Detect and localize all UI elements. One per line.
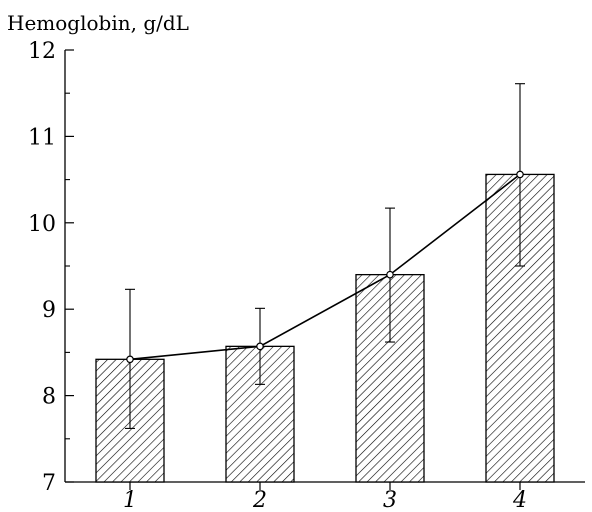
x-tick-label: 3 <box>383 488 397 512</box>
y-tick-label: 10 <box>28 212 56 237</box>
bars <box>95 173 555 483</box>
y-tick-label: 11 <box>28 125 56 150</box>
y-tick-label: 7 <box>42 471 56 496</box>
mean-point <box>126 355 134 364</box>
x-tick-label: 1 <box>123 488 137 512</box>
mean-line <box>129 173 521 361</box>
y-tick-label: 12 <box>28 39 56 64</box>
trend-line <box>126 170 524 364</box>
x-tick-label: 2 <box>252 488 267 512</box>
mean-point <box>256 342 264 351</box>
y-tick-label: 8 <box>42 385 56 410</box>
mean-point <box>516 170 524 179</box>
y-axis-label: Hemoglobin, g/dL <box>7 11 189 35</box>
mean-point <box>386 270 394 279</box>
y-tick-label: 9 <box>42 298 56 323</box>
x-tick-label: 4 <box>512 488 527 512</box>
error-bars <box>125 83 525 429</box>
